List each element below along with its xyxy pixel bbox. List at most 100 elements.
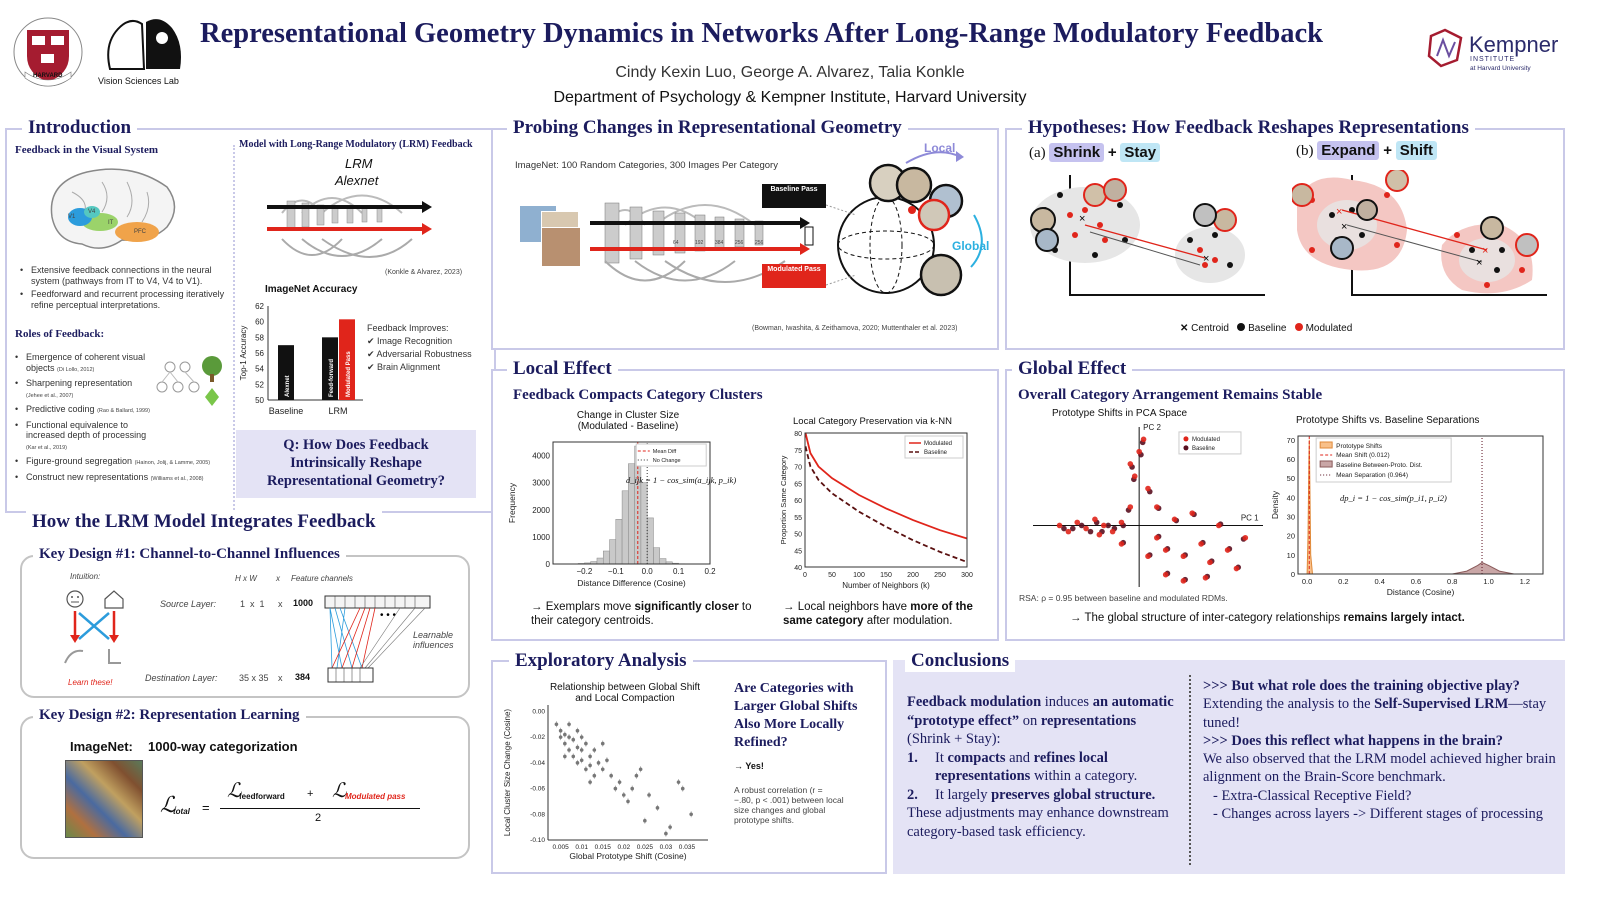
probing-input-images <box>519 205 584 267</box>
dest-channels: 384 <box>295 672 311 682</box>
alexnet-model-label: Alexnet <box>335 173 379 188</box>
x-axis-label: Number of Neighbors (k) <box>842 581 930 590</box>
acc-chart-title: ImageNet Accuracy <box>265 284 358 295</box>
roles-list: Emergence of coherent visual objects (Di… <box>15 352 150 456</box>
improves-box: Feedback Improves: ✔ Image Recognition ✔… <box>367 322 472 374</box>
pca-point <box>1074 519 1081 526</box>
categorization-label: 1000-way categorization <box>148 739 298 754</box>
pca-point <box>1118 519 1125 526</box>
explore-point <box>621 793 626 797</box>
explore-point <box>592 773 597 778</box>
probing-layer-dim: 256 <box>755 240 764 246</box>
svg-text:×: × <box>1079 213 1085 225</box>
y-tick-label: 60 <box>1287 455 1295 464</box>
explore-point <box>563 754 567 759</box>
feature-channels-label: Feature channels <box>291 574 353 583</box>
y-tick-label: 40 <box>794 565 802 572</box>
brain-label-v4: V4 <box>88 209 96 215</box>
legend-modulated: Modulated <box>1305 323 1353 334</box>
explore-point <box>605 758 609 763</box>
hyp-b-diagram: × × × × <box>1290 168 1552 305</box>
lrm-title: How the LRM Model Integrates Feedback <box>26 511 382 533</box>
hist-bar <box>659 558 667 565</box>
conclusions-implication: These adjustments may enhance downstream… <box>907 805 1169 840</box>
x-tick-label: −0.1 <box>608 567 624 576</box>
x-tick-label: 0.6 <box>1411 577 1421 586</box>
hist-legend <box>635 443 707 467</box>
intro-divider <box>233 145 235 510</box>
y-axis-label: Top-1 Accuracy <box>239 326 248 381</box>
global-subtitle: Overall Category Arrangement Remains Sta… <box>1018 387 1323 403</box>
x-tick-label: 0 <box>803 572 807 579</box>
probing-layer-dim: 256 <box>735 240 744 246</box>
legend-text: Baseline Between-Proto. Dist. <box>1336 462 1423 469</box>
source-layer-label: Source Layer: <box>160 599 217 609</box>
y-axis-label: Proportion Same Category <box>779 455 788 544</box>
dest-dims: 35 x 35 <box>239 673 269 683</box>
pca-point <box>1083 525 1089 532</box>
x-tick-label: 1.0 <box>1483 577 1493 586</box>
explore-point <box>600 741 605 746</box>
explore-point <box>563 741 567 746</box>
explore-point <box>567 722 571 727</box>
kempner-logo: Kempner INSTITUTE at Harvard University <box>1427 28 1587 78</box>
x-tick-label: 0.0 <box>642 567 654 576</box>
hyp-b-heading: (b) Expand + Shift <box>1296 141 1438 160</box>
y-tick-label: 80 <box>794 431 802 438</box>
pca-title: Prototype Shifts in PCA Space <box>1052 408 1188 419</box>
hypotheses-title: Hypotheses: How Feedback Reshapes Repres… <box>1022 117 1475 139</box>
hist-formula: d_ijk = 1 − cos_sim(a_ijk, p_ik) <box>626 475 737 485</box>
hyp-a-label: (a) <box>1029 145 1046 161</box>
lab-name: Vision Sciences Lab <box>98 76 179 86</box>
y-tick-label: -0.02 <box>530 734 545 741</box>
hist-bar <box>640 482 648 565</box>
roles-illustration <box>150 352 230 427</box>
pca-point <box>1233 565 1240 572</box>
density-formula: dp_i = 1 − cos_sim(p_i1, p_i2) <box>1340 493 1447 503</box>
pca-point <box>1118 541 1125 547</box>
model-heading: Model with Long-Range Modulatory (LRM) F… <box>239 139 473 150</box>
x-axis-label: Global Prototype Shift (Cosine) <box>569 851 686 861</box>
explore-point <box>571 754 576 759</box>
pca-legend <box>1178 431 1242 455</box>
hxw-label: H x W <box>235 574 257 583</box>
x-tick-label: 0.015 <box>595 844 612 851</box>
x-tick-label: 1.2 <box>1520 577 1530 586</box>
explore-point <box>584 741 588 746</box>
y-axis-label: Frequency <box>507 482 517 523</box>
local-finding-2: → Local neighbors have more of the same … <box>783 601 973 627</box>
y-tick-label: 1000 <box>532 533 550 542</box>
acc-bar <box>322 337 338 400</box>
y-tick-label: 75 <box>794 448 802 455</box>
x-label: x <box>276 574 280 583</box>
source-x: x <box>278 599 283 609</box>
explore-point <box>575 728 580 733</box>
y-tick-label: 50 <box>255 396 264 405</box>
baseline-marker-icon <box>1237 323 1246 331</box>
role-item: Sharpening representation (Jehee et al.,… <box>15 378 150 401</box>
pca-point <box>1078 522 1085 529</box>
legend-text: No Change <box>653 458 681 464</box>
legend-marker <box>1183 445 1189 451</box>
x-tick-label: −0.2 <box>577 567 593 576</box>
explore-panel <box>491 660 887 874</box>
global-label: Global <box>952 239 990 253</box>
modulated-pass-badge: Modulated Pass <box>762 264 826 288</box>
pca-point <box>1096 531 1103 538</box>
explore-point <box>596 761 601 765</box>
explore-answer: → Yes! <box>734 761 764 771</box>
probing-dataset: ImageNet: 100 Random Categories, 300 Ima… <box>515 160 778 171</box>
modulated-marker-icon <box>1294 323 1303 331</box>
harvard-ribbon-text: HARVARD <box>33 73 63 79</box>
improves-item: ✔ Adversarial Robustness <box>367 349 472 359</box>
pca-point <box>1087 528 1094 535</box>
exploratory-scatter-chart: 0.00 -0.02 -0.04 -0.06 -0.08 -0.10 0.005 0.01 0.… <box>503 705 708 861</box>
x-tick-label: 0.8 <box>1447 577 1457 586</box>
y-tick-label: 50 <box>794 532 802 539</box>
explore-point <box>554 722 559 727</box>
density-legend <box>1315 437 1452 483</box>
pca-point <box>1154 504 1160 510</box>
pca-point <box>1140 436 1147 443</box>
x-tick-label: 150 <box>880 572 892 579</box>
pca-point <box>1198 541 1204 547</box>
